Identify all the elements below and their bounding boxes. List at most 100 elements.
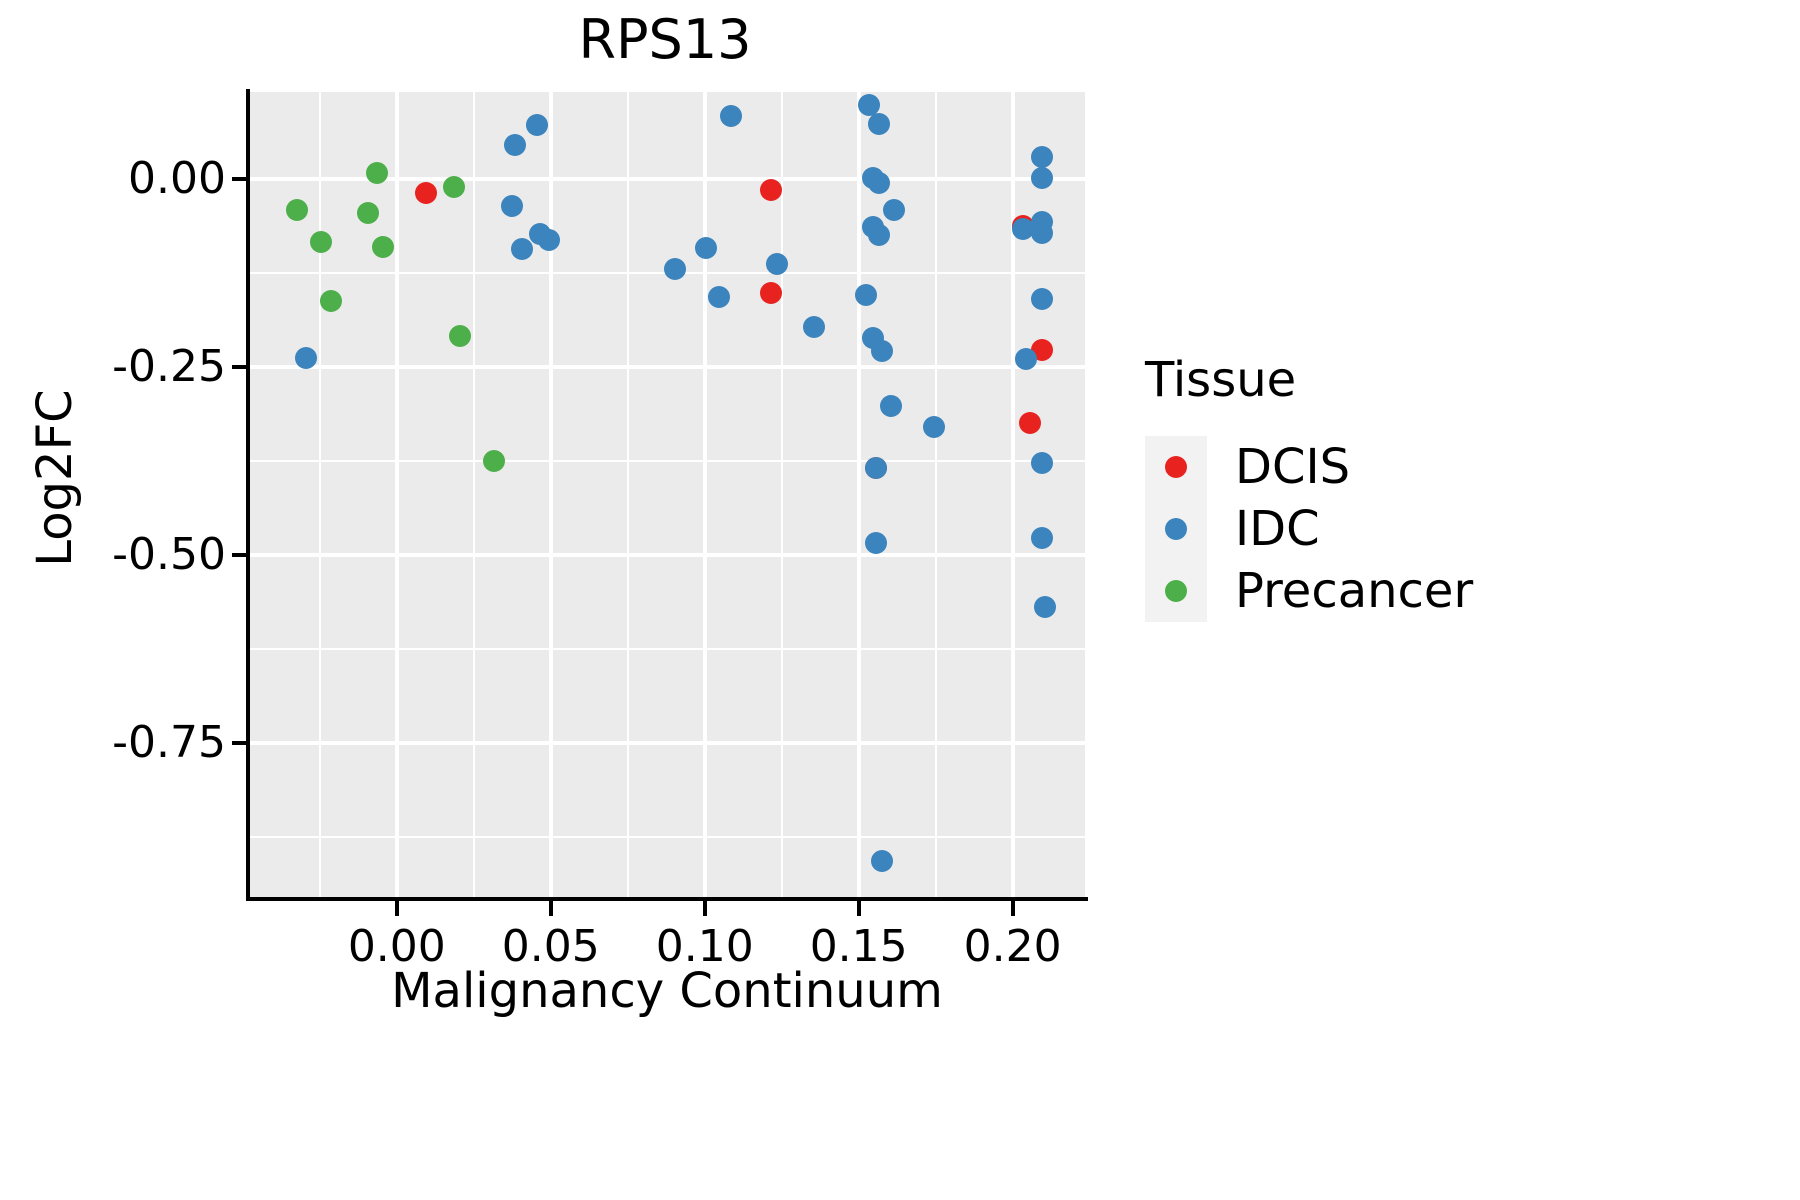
- gridline-minor-vertical: [318, 92, 321, 897]
- x-tick-mark: [856, 901, 861, 916]
- data-point-idc: [858, 93, 881, 116]
- y-tick-label: -0.50: [112, 528, 226, 580]
- data-point-idc: [1030, 451, 1053, 474]
- data-point-idc: [803, 316, 826, 339]
- x-tick-label: 0.05: [501, 921, 600, 972]
- x-tick-mark: [1010, 901, 1015, 916]
- data-point-precancer: [482, 449, 505, 472]
- data-point-dcis: [759, 178, 782, 201]
- gridline-minor-horizontal: [249, 835, 1085, 838]
- data-point-idc: [510, 238, 533, 261]
- data-point-idc: [504, 134, 527, 157]
- data-point-idc: [1030, 146, 1053, 169]
- data-point-idc: [1030, 527, 1053, 550]
- data-point-idc: [294, 346, 317, 369]
- gridline-major-vertical: [548, 92, 553, 897]
- data-point-idc: [867, 172, 890, 195]
- data-point-idc: [855, 284, 878, 307]
- data-point-precancer: [319, 290, 342, 313]
- x-tick-mark: [394, 901, 399, 916]
- gridline-major-horizontal: [249, 176, 1085, 181]
- data-point-precancer: [285, 199, 308, 222]
- data-point-idc: [867, 112, 890, 135]
- data-point-precancer: [356, 202, 379, 225]
- data-point-precancer: [442, 175, 465, 198]
- data-point-idc: [1033, 596, 1056, 619]
- data-point-idc: [880, 395, 902, 418]
- gridline-major-vertical: [702, 92, 707, 897]
- data-point-idc: [707, 285, 730, 308]
- legend-dot-icon: [1165, 518, 1187, 540]
- data-point-idc: [695, 237, 718, 260]
- gridline-minor-vertical: [472, 92, 475, 897]
- gridline-major-vertical: [394, 92, 399, 897]
- gridline-major-vertical: [1010, 92, 1015, 897]
- legend-dot-icon: [1165, 580, 1187, 602]
- y-tick-mark: [232, 176, 247, 181]
- y-tick-mark: [232, 552, 247, 557]
- y-tick-label: 0.00: [128, 152, 226, 204]
- gridline-minor-horizontal: [249, 459, 1085, 462]
- data-point-idc: [664, 257, 687, 280]
- x-axis-label: Malignancy Continuum: [391, 963, 943, 1019]
- legend-dot-icon: [1165, 456, 1187, 478]
- x-tick-label: 0.10: [655, 921, 754, 972]
- data-point-idc: [766, 252, 789, 275]
- data-point-idc: [870, 849, 893, 872]
- x-tick-label: 0.20: [963, 921, 1062, 972]
- page-title: RPS13: [578, 8, 752, 71]
- data-point-dcis: [759, 281, 782, 304]
- data-point-idc: [501, 195, 524, 218]
- data-point-idc: [1012, 217, 1035, 240]
- data-point-idc: [1030, 287, 1053, 310]
- x-tick-mark: [548, 901, 553, 916]
- gridline-major-vertical: [856, 92, 861, 897]
- data-point-idc: [870, 339, 893, 362]
- data-point-idc: [538, 229, 561, 252]
- legend: Tissue DCIS IDC Precancer: [1145, 352, 1473, 622]
- data-point-idc: [525, 114, 548, 137]
- gridline-minor-vertical: [780, 92, 783, 897]
- x-tick-mark: [702, 901, 707, 916]
- data-point-precancer: [448, 324, 471, 347]
- data-point-idc: [864, 532, 887, 555]
- gridline-minor-horizontal: [249, 647, 1085, 650]
- legend-entries: DCIS IDC Precancer: [1145, 436, 1473, 622]
- data-point-idc: [923, 415, 946, 438]
- legend-item-precancer[interactable]: Precancer: [1145, 560, 1473, 622]
- data-point-precancer: [310, 231, 333, 254]
- data-point-idc: [1015, 348, 1038, 371]
- data-point-precancer: [371, 235, 394, 258]
- data-point-dcis: [1018, 412, 1041, 435]
- legend-key-swatch: [1145, 560, 1207, 622]
- x-tick-label: 0.15: [809, 921, 908, 972]
- data-point-idc: [1030, 166, 1053, 189]
- legend-item-label: IDC: [1235, 501, 1320, 557]
- legend-key-swatch: [1145, 436, 1207, 498]
- gridline-major-horizontal: [249, 364, 1085, 369]
- x-axis-line: [246, 897, 1088, 901]
- data-point-idc: [883, 199, 906, 222]
- gridline-major-horizontal: [249, 552, 1085, 557]
- gridline-minor-vertical: [626, 92, 629, 897]
- y-axis-line: [246, 89, 250, 900]
- data-point-dcis: [415, 181, 438, 204]
- gridline-minor-vertical: [934, 92, 937, 897]
- data-point-idc: [719, 105, 742, 128]
- gridline-major-horizontal: [249, 740, 1085, 745]
- y-tick-mark: [232, 740, 247, 745]
- data-point-idc: [864, 457, 887, 480]
- legend-item-label: Precancer: [1235, 563, 1474, 619]
- legend-title: Tissue: [1145, 352, 1297, 408]
- legend-item-idc[interactable]: IDC: [1145, 498, 1473, 560]
- y-axis-label: Log2FC: [27, 389, 83, 567]
- plot-panel: [249, 92, 1085, 897]
- x-tick-label: 0.00: [347, 921, 446, 972]
- legend-item-dcis[interactable]: DCIS: [1145, 436, 1473, 498]
- legend-item-label: DCIS: [1235, 439, 1351, 495]
- data-point-precancer: [365, 162, 388, 185]
- y-tick-label: -0.25: [112, 340, 226, 392]
- data-point-idc: [867, 223, 890, 246]
- data-point-idc: [1030, 221, 1053, 244]
